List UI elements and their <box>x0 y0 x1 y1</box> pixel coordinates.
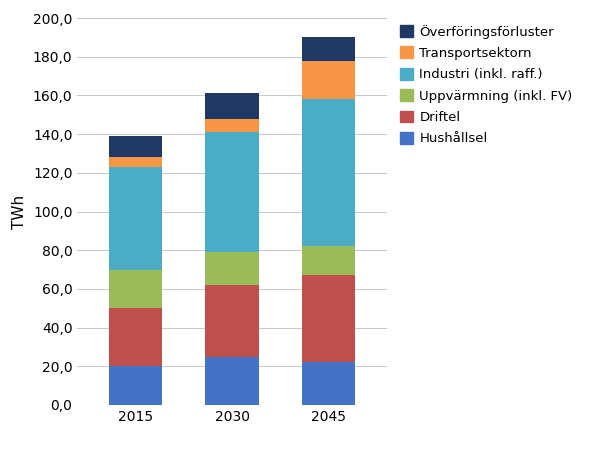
Bar <box>109 366 162 405</box>
Bar <box>302 37 355 61</box>
Bar <box>302 275 355 362</box>
Bar <box>302 61 355 99</box>
Bar <box>109 270 162 308</box>
Legend: Överföringsförluster, Transportsektorn, Industri (inkl. raff.), Uppvärmning (ink: Överföringsförluster, Transportsektorn, … <box>399 25 572 145</box>
Bar <box>205 94 259 119</box>
Y-axis label: TWh: TWh <box>12 194 27 229</box>
Bar <box>302 362 355 405</box>
Bar <box>302 99 355 246</box>
Bar <box>205 252 259 285</box>
Bar <box>109 136 162 158</box>
Bar <box>205 356 259 405</box>
Bar <box>205 132 259 252</box>
Bar <box>109 158 162 167</box>
Bar <box>109 167 162 270</box>
Bar <box>302 246 355 275</box>
Bar <box>205 119 259 132</box>
Bar <box>109 308 162 366</box>
Bar <box>205 285 259 356</box>
